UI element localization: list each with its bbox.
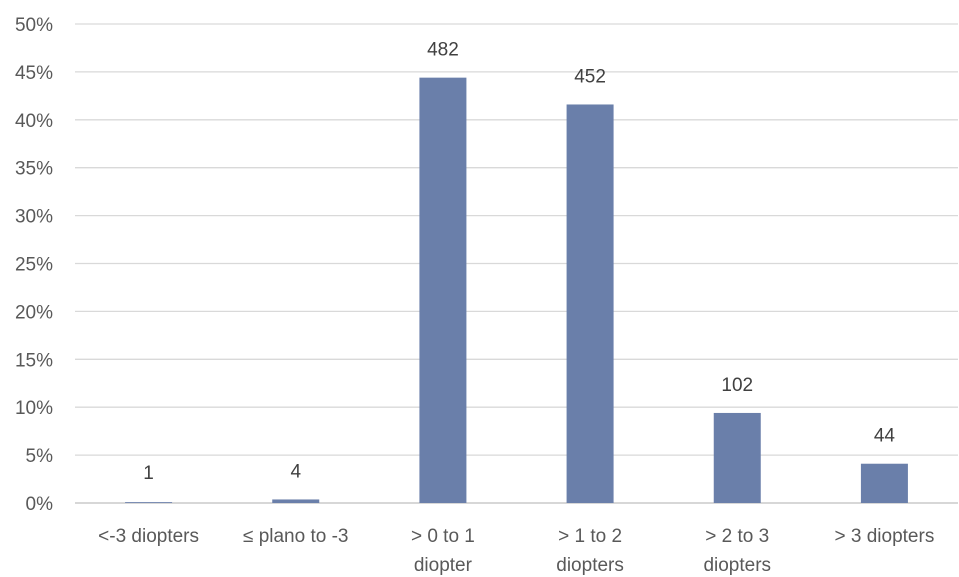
- data-label: 102: [721, 375, 753, 396]
- bar: [566, 104, 614, 504]
- gridlines: [75, 23, 958, 504]
- data-label: 482: [427, 40, 459, 61]
- y-tick-label: 15%: [15, 350, 53, 371]
- bar: [125, 502, 173, 503]
- y-tick-label: 45%: [15, 63, 53, 84]
- data-label: 44: [874, 426, 896, 447]
- x-category-label: <-3 diopters: [98, 526, 199, 547]
- bar: [713, 412, 761, 503]
- y-tick-label: 50%: [15, 15, 53, 36]
- bars: [125, 77, 908, 504]
- x-category-label: ≤ plano to -3: [243, 526, 349, 547]
- data-label: 1: [143, 463, 154, 484]
- y-tick-label: 10%: [15, 398, 53, 419]
- data-labels: 1 4 482 452 102 44: [143, 40, 895, 484]
- data-label: 452: [574, 66, 606, 87]
- x-axis-category-labels: <-3 diopters ≤ plano to -3 > 0 to 1 diopter…: [98, 526, 934, 576]
- y-tick-label: 20%: [15, 302, 53, 323]
- data-label: 4: [290, 461, 301, 482]
- y-tick-label: 25%: [15, 255, 53, 276]
- y-tick-label: 35%: [15, 159, 53, 180]
- x-category-label: > 3 diopters: [835, 526, 935, 547]
- y-tick-label: 40%: [15, 111, 53, 132]
- x-category-label: > 2 to 3 diopters: [703, 526, 771, 576]
- y-tick-label: 30%: [15, 207, 53, 228]
- x-category-label: > 1 to 2 diopters: [556, 526, 624, 576]
- bar: [419, 77, 467, 503]
- y-axis-tick-labels: 0% 5% 10% 15% 20% 25% 30% 35% 40% 45% 50%: [15, 15, 53, 515]
- y-tick-label: 5%: [26, 446, 54, 467]
- bar: [860, 463, 908, 503]
- bar: [272, 499, 320, 503]
- y-tick-label: 0%: [26, 494, 54, 515]
- x-category-label: > 0 to 1 diopter: [411, 526, 475, 576]
